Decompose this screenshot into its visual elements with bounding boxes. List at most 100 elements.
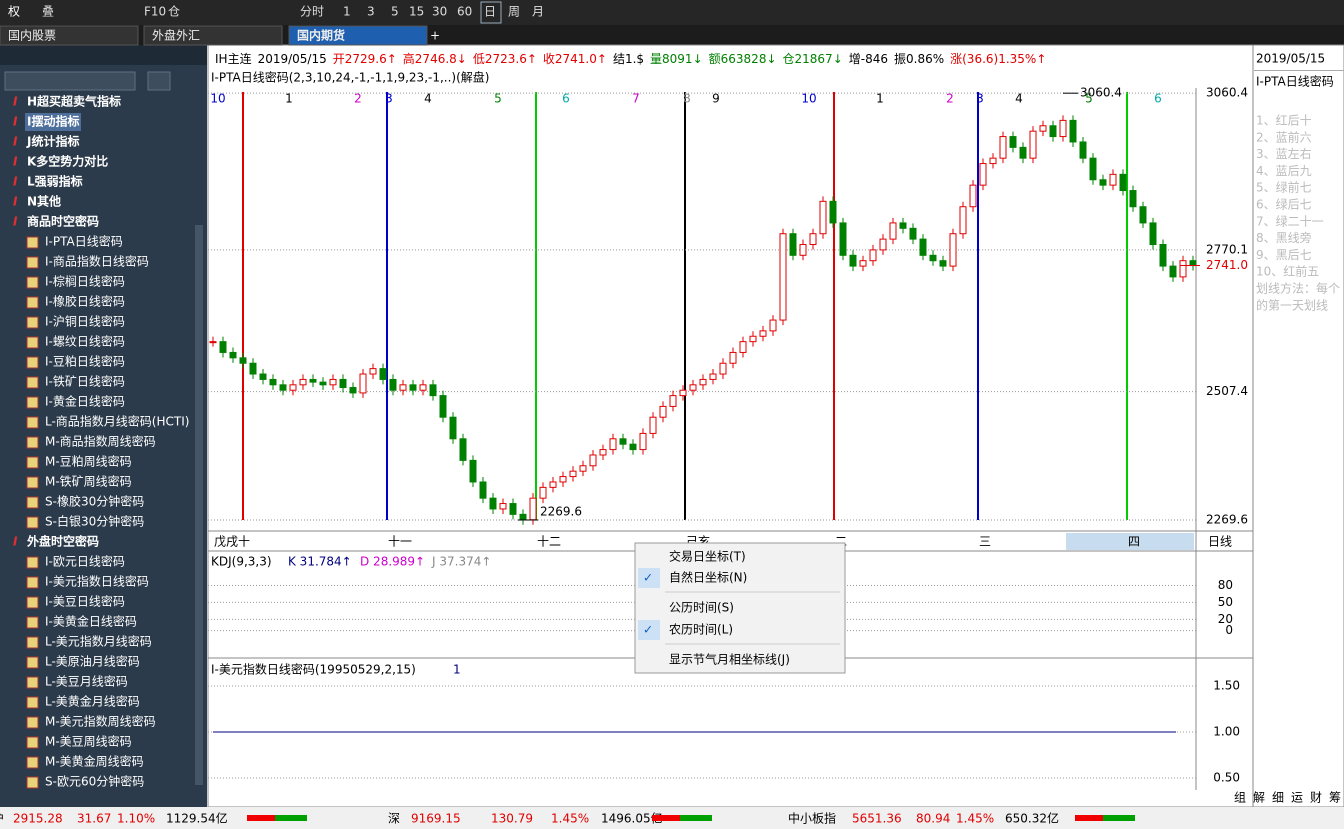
period-button[interactable]: 1 bbox=[343, 5, 351, 19]
tree-leaf-icon bbox=[26, 296, 39, 309]
candle bbox=[239, 357, 247, 364]
period-button[interactable]: 60 bbox=[457, 5, 472, 19]
quote-field: 涨(36.6)1.35%↑ bbox=[950, 51, 1046, 66]
tree-group[interactable]: N其他 bbox=[27, 194, 61, 209]
tree-item[interactable]: M-豆粕周线密码 bbox=[45, 454, 132, 469]
y-tick-label: 2269.6 bbox=[1206, 512, 1248, 526]
candle bbox=[469, 459, 477, 483]
menu-item[interactable]: 交易日坐标(T) bbox=[669, 549, 746, 564]
toolbar-button[interactable]: 叠 bbox=[42, 5, 54, 19]
period-button[interactable]: 分时 bbox=[300, 5, 324, 19]
period-button[interactable]: 周 bbox=[508, 5, 520, 19]
menu-item[interactable]: 农历时间(L) bbox=[669, 623, 733, 637]
tree-item[interactable]: L-美黄金月线密码 bbox=[45, 694, 140, 709]
search-button[interactable] bbox=[147, 71, 171, 91]
tree-group[interactable]: I摆动指标 bbox=[27, 114, 79, 129]
menu-item[interactable]: 公历时间(S) bbox=[669, 601, 734, 615]
low-label: 2269.6 bbox=[540, 504, 582, 518]
tree-item[interactable]: L-商品指数月线密码(HCTI) bbox=[45, 414, 189, 429]
status-bar-green bbox=[275, 815, 307, 821]
candle bbox=[929, 254, 937, 262]
tree-item[interactable]: I-铁矿日线密码 bbox=[45, 374, 125, 389]
toolbar-button[interactable]: F10 bbox=[144, 5, 166, 19]
tree-leaf-icon bbox=[26, 376, 39, 389]
tree-item[interactable]: I-PTA日线密码 bbox=[45, 234, 123, 249]
period-button[interactable]: 5 bbox=[391, 5, 399, 19]
cycle-label: 3 bbox=[385, 92, 393, 106]
period-button[interactable]: 3 bbox=[367, 5, 375, 19]
tree-item[interactable]: I-美黄金日线密码 bbox=[45, 614, 137, 629]
tree-group[interactable]: K多空势力对比 bbox=[27, 154, 108, 169]
tree-item[interactable]: S-白银30分钟密码 bbox=[45, 514, 144, 529]
tree-leaf-icon bbox=[26, 716, 39, 729]
tab-label: 国内期货 bbox=[297, 28, 345, 43]
menu-item[interactable]: 显示节气月相坐标线(J) bbox=[669, 652, 790, 667]
high-label: 3060.4 bbox=[1080, 86, 1122, 100]
tree-group[interactable]: 外盘时空密码 bbox=[27, 534, 99, 549]
bottom-tab[interactable]: 财 bbox=[1310, 791, 1322, 805]
tree-item[interactable]: I-螺纹日线密码 bbox=[45, 334, 125, 349]
tree-group[interactable]: 商品时空密码 bbox=[27, 214, 99, 229]
menu-item[interactable]: 自然日坐标(N) bbox=[669, 570, 747, 585]
tree-item[interactable]: S-橡胶30分钟密码 bbox=[45, 494, 144, 509]
tree-item[interactable]: I-棕榈日线密码 bbox=[45, 274, 125, 289]
tree-item[interactable]: M-美元指数周线密码 bbox=[45, 714, 156, 729]
tab[interactable] bbox=[288, 25, 428, 46]
tree-group[interactable]: J统计指标 bbox=[26, 134, 79, 149]
bottom-tab[interactable]: 组 bbox=[1234, 791, 1246, 805]
tree-item[interactable]: L-美豆月线密码 bbox=[45, 674, 128, 689]
tree-leaf-icon bbox=[26, 276, 39, 289]
tree-group[interactable]: H超买超卖气指标 bbox=[27, 94, 121, 109]
candle bbox=[759, 330, 767, 337]
status-bar-green bbox=[680, 815, 712, 821]
search-box[interactable] bbox=[4, 71, 136, 91]
candle bbox=[1159, 244, 1167, 267]
candle bbox=[789, 233, 797, 256]
tree-item[interactable]: L-美原油月线密码 bbox=[45, 654, 140, 669]
tree-item[interactable]: I-豆粕日线密码 bbox=[45, 354, 125, 369]
candle bbox=[499, 503, 507, 510]
tree-group[interactable]: L强弱指标 bbox=[27, 174, 83, 189]
period-button[interactable]: 15 bbox=[409, 5, 424, 19]
tree-icon: I bbox=[13, 155, 18, 169]
tree-item[interactable]: I-美豆日线密码 bbox=[45, 594, 125, 609]
tree-item[interactable]: I-黄金日线密码 bbox=[45, 394, 125, 409]
tab[interactable] bbox=[0, 25, 139, 46]
period-button[interactable]: 月 bbox=[532, 5, 544, 19]
tree-item[interactable]: L-美元指数月线密码 bbox=[45, 634, 152, 649]
tree-item[interactable]: M-商品指数周线密码 bbox=[45, 434, 156, 449]
y-tick-label: 0.50 bbox=[1213, 771, 1240, 785]
candle bbox=[319, 381, 327, 386]
bottom-tab[interactable]: 解 bbox=[1253, 791, 1265, 805]
quote-field: 结1.$ bbox=[613, 52, 644, 66]
tree-item[interactable]: I-沪铜日线密码 bbox=[45, 314, 125, 329]
bottom-tab[interactable]: 筹 bbox=[1329, 791, 1341, 805]
toolbar-button[interactable]: 仓 bbox=[168, 5, 180, 19]
candle bbox=[1149, 222, 1157, 246]
status-bar-red bbox=[247, 815, 275, 821]
candle bbox=[629, 443, 637, 451]
tree-item[interactable]: M-美黄金周线密码 bbox=[45, 754, 144, 769]
tree-item[interactable]: I-美元指数日线密码 bbox=[45, 574, 149, 589]
cycle-label: 1 bbox=[285, 92, 293, 106]
bottom-tab[interactable]: 细 bbox=[1272, 791, 1284, 805]
y-tick-label: 20 bbox=[1218, 612, 1233, 626]
tree-item[interactable]: M-铁矿周线密码 bbox=[45, 474, 132, 489]
tree-item[interactable]: I-欧元日线密码 bbox=[45, 554, 125, 569]
tab-add[interactable]: + bbox=[430, 29, 440, 43]
tab[interactable] bbox=[143, 25, 283, 46]
cycle-label: 10 bbox=[801, 92, 816, 106]
tree-item[interactable]: I-商品指数日线密码 bbox=[45, 254, 149, 269]
tree-icon: I bbox=[13, 195, 18, 209]
candle bbox=[399, 384, 407, 391]
candle bbox=[1089, 157, 1097, 181]
tree-item[interactable]: I-橡胶日线密码 bbox=[45, 294, 125, 309]
tree-item[interactable]: S-欧元60分钟密码 bbox=[45, 774, 144, 789]
tree-icon: I bbox=[13, 95, 18, 109]
quote-field: IH主连 bbox=[215, 51, 252, 66]
period-button[interactable]: 日 bbox=[484, 5, 496, 19]
candle bbox=[449, 416, 457, 440]
period-button[interactable]: 30 bbox=[432, 5, 447, 19]
tree-item[interactable]: M-美豆周线密码 bbox=[45, 734, 132, 749]
bottom-tab[interactable]: 运 bbox=[1291, 791, 1303, 805]
